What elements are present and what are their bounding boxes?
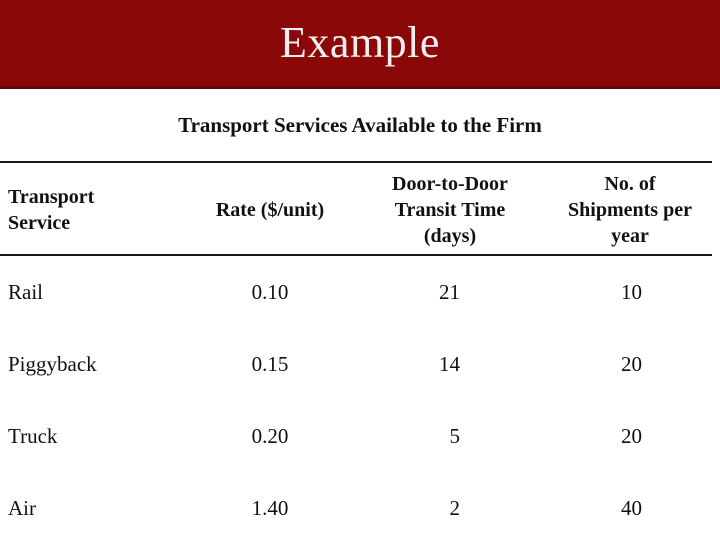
table-row-rail: Rail 0.10 21 10 (0, 256, 720, 328)
table-row-air: Air 1.40 2 40 (0, 472, 720, 540)
table-row-truck: Truck 0.20 5 20 (0, 400, 720, 472)
service-name: Air (8, 495, 36, 520)
service-name: Truck (8, 423, 58, 448)
transit-days-value: 14 (439, 351, 460, 376)
service-name: Piggyback (8, 351, 97, 376)
column-header-rate: Rate ($/unit) (215, 198, 325, 221)
column-header-transit-time: Door-to-Door Transit Time (days) (392, 172, 508, 247)
shipments-value: 20 (621, 423, 642, 448)
table-header-row: Transport Service Rate ($/unit) Door-to-… (0, 163, 720, 256)
transit-days-value: 2 (449, 495, 461, 520)
column-header-transport-service: Transport Service (8, 185, 95, 234)
slide-header-bar: Example (0, 0, 720, 89)
slide-title: Example (280, 18, 440, 67)
column-header-shipments-per-year: No. of Shipments per year (568, 172, 692, 247)
shipments-value: 40 (621, 495, 642, 520)
shipments-value: 10 (621, 279, 642, 304)
rate-value: 0.15 (251, 351, 289, 376)
table-title: Transport Services Available to the Firm (178, 113, 542, 137)
shipments-value: 20 (621, 351, 642, 376)
rate-value: 0.20 (251, 423, 289, 448)
rate-value: 0.10 (251, 279, 289, 304)
transport-services-table: Transport Service Rate ($/unit) Door-to-… (0, 163, 720, 540)
transit-days-value: 5 (449, 423, 461, 448)
table-top-rule (0, 161, 712, 163)
rate-value: 1.40 (251, 495, 289, 520)
table-row-piggyback: Piggyback 0.15 14 20 (0, 328, 720, 400)
service-name: Rail (8, 279, 43, 304)
table-header-rule (0, 254, 712, 256)
transit-days-value: 21 (439, 279, 460, 304)
